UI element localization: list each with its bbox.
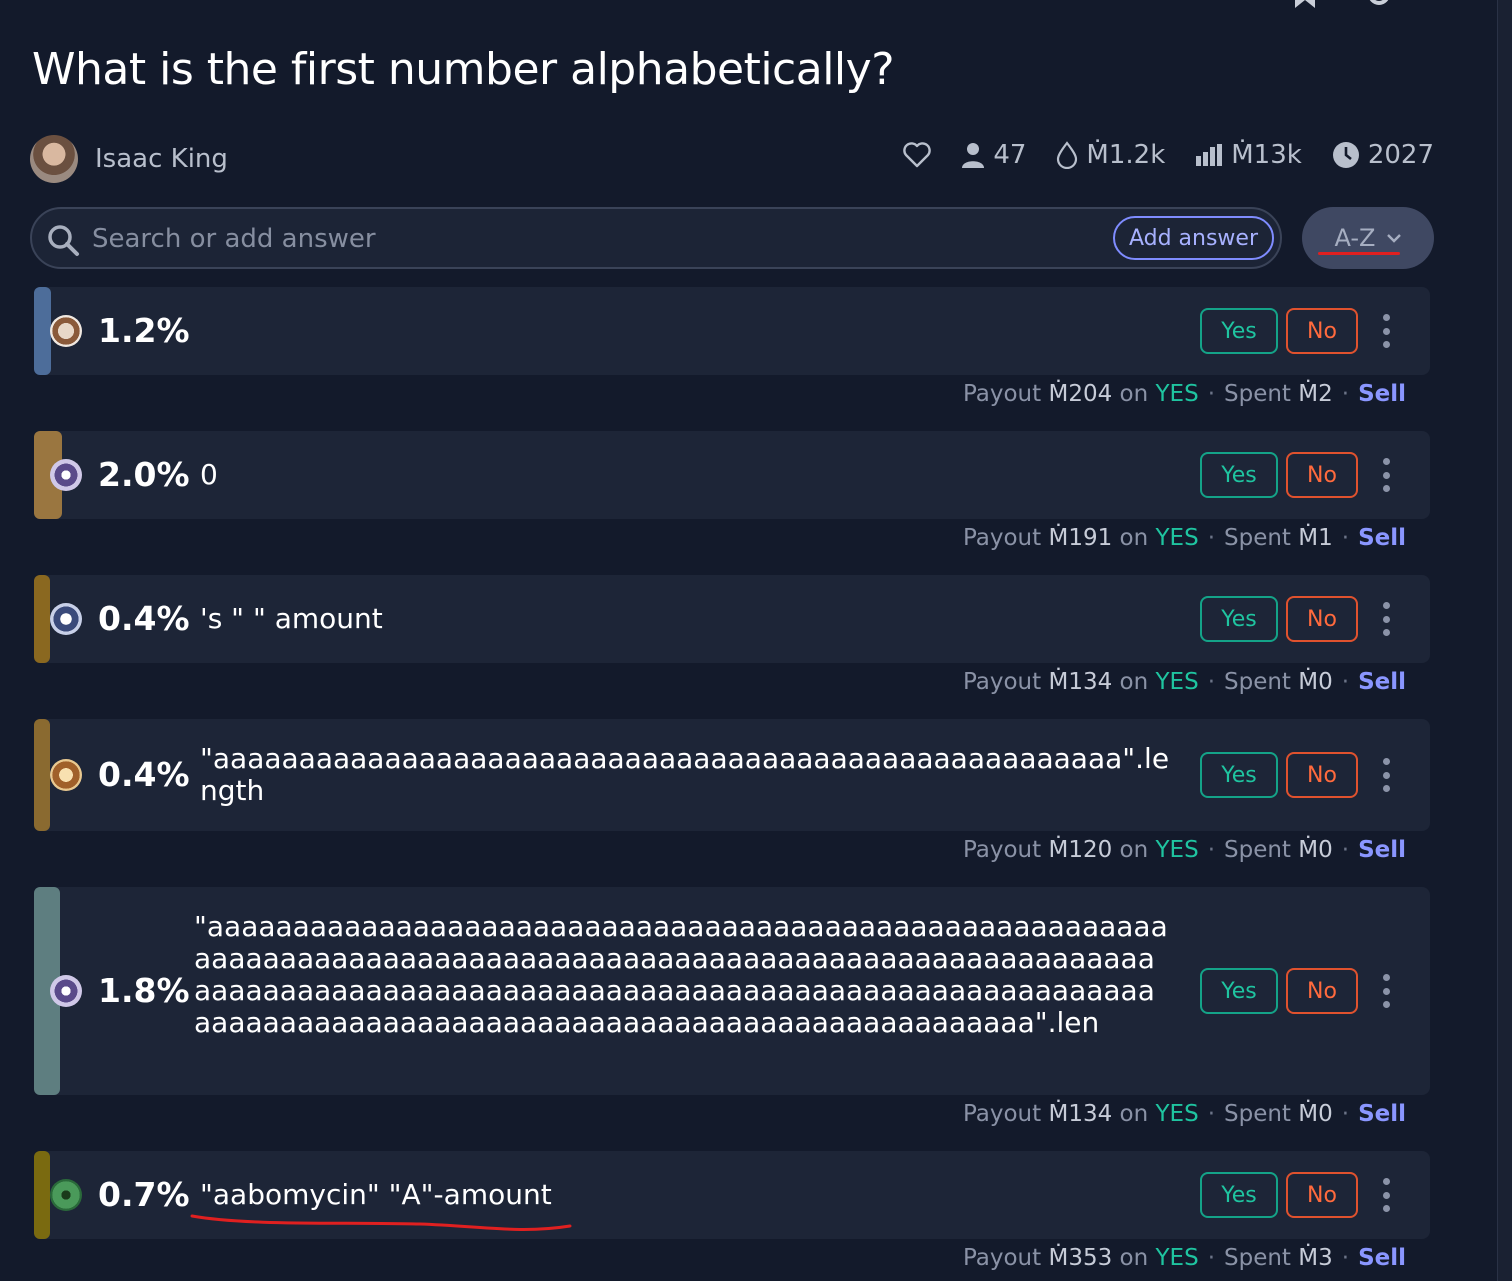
like-button[interactable] <box>903 142 932 168</box>
no-button[interactable]: No <box>1286 968 1358 1014</box>
clock-icon <box>1332 142 1359 168</box>
red-annotation-underline <box>190 1214 572 1231</box>
add-answer-button[interactable]: Add answer <box>1112 216 1274 260</box>
yes-button[interactable]: Yes <box>1200 1172 1278 1218</box>
sell-link[interactable]: Sell <box>1358 1101 1406 1127</box>
probability-bar <box>34 575 50 663</box>
answer-row[interactable]: 0.4% "aaaaaaaaaaaaaaaaaaaaaaaaaaaaaaaaaa… <box>34 719 1430 831</box>
sell-link[interactable]: Sell <box>1358 381 1406 407</box>
sell-link[interactable]: Sell <box>1358 837 1406 863</box>
yes-button[interactable]: Yes <box>1200 452 1278 498</box>
yes-button[interactable]: Yes <box>1200 596 1278 642</box>
answer-probability: 1.8% <box>98 971 190 1010</box>
liquidity-stat[interactable]: Ṁ1.2k <box>1056 140 1165 170</box>
more-options-icon[interactable] <box>1380 1178 1392 1212</box>
probability-bar <box>34 287 51 375</box>
traders-stat[interactable]: 47 <box>961 140 1026 170</box>
chevron-down-icon <box>1386 234 1401 243</box>
no-button[interactable]: No <box>1286 1172 1358 1218</box>
no-button[interactable]: No <box>1286 308 1358 354</box>
author-info[interactable]: Isaac King <box>30 135 228 183</box>
author-name[interactable]: Isaac King <box>95 144 228 174</box>
sell-link[interactable]: Sell <box>1358 669 1406 695</box>
answer-row[interactable]: 0.7% "aabomycin" "A"-amount Yes No <box>34 1151 1430 1239</box>
more-options-icon[interactable] <box>1380 458 1392 492</box>
answer-text: 0 <box>200 458 218 491</box>
settings-icon[interactable] <box>1366 0 1392 8</box>
no-button[interactable]: No <box>1286 752 1358 798</box>
no-button[interactable]: No <box>1286 452 1358 498</box>
position-summary: Payout Ṁ191 on YES · Spent Ṁ1 · Sell <box>962 525 1406 551</box>
yes-button[interactable]: Yes <box>1200 752 1278 798</box>
answerer-avatar[interactable] <box>50 459 82 491</box>
answer-probability: 0.4% <box>98 755 190 794</box>
answer-text: 's " " amount <box>200 602 383 635</box>
author-avatar[interactable] <box>30 135 78 183</box>
position-summary: Payout Ṁ353 on YES · Spent Ṁ3 · Sell <box>962 1245 1406 1271</box>
answerer-avatar[interactable] <box>50 603 82 635</box>
search-icon <box>48 225 79 256</box>
top-toolbar <box>1292 0 1392 8</box>
volume-stat[interactable]: Ṁ13k <box>1195 140 1302 170</box>
sell-link[interactable]: Sell <box>1358 525 1406 551</box>
answer-probability: 0.4% <box>98 599 190 638</box>
droplet-icon <box>1057 141 1078 169</box>
position-summary: Payout Ṁ134 on YES · Spent Ṁ0 · Sell <box>962 669 1406 695</box>
answer-probability: 1.2% <box>98 311 190 350</box>
bookmark-icon[interactable] <box>1292 0 1318 8</box>
answer-row[interactable]: 1.8% "aaaaaaaaaaaaaaaaaaaaaaaaaaaaaaaaaa… <box>34 887 1430 1095</box>
sort-label: A-Z <box>1334 224 1376 252</box>
answerer-avatar[interactable] <box>50 975 82 1007</box>
yes-button[interactable]: Yes <box>1200 968 1278 1014</box>
liquidity-value: Ṁ1.2k <box>1086 140 1166 170</box>
sort-dropdown[interactable]: A-Z <box>1302 207 1434 269</box>
answer-probability: 0.7% <box>98 1175 190 1214</box>
yes-button[interactable]: Yes <box>1200 308 1278 354</box>
answerer-avatar[interactable] <box>50 315 82 347</box>
sell-link[interactable]: Sell <box>1358 1245 1406 1271</box>
more-options-icon[interactable] <box>1380 758 1392 792</box>
answerer-avatar[interactable] <box>50 759 82 791</box>
no-button[interactable]: No <box>1286 596 1358 642</box>
answer-probability: 2.0% <box>98 455 190 494</box>
user-icon <box>962 143 985 168</box>
answer-text: "aaaaaaaaaaaaaaaaaaaaaaaaaaaaaaaaaaaaaaa… <box>194 910 1168 1039</box>
more-options-icon[interactable] <box>1380 314 1392 348</box>
close-date-stat[interactable]: 2027 <box>1332 140 1434 170</box>
search-input[interactable] <box>90 218 1094 260</box>
answer-row[interactable]: 2.0% 0 Yes No <box>34 431 1430 519</box>
answer-text: "aaaaaaaaaaaaaaaaaaaaaaaaaaaaaaaaaaaaaaa… <box>200 742 1170 807</box>
answer-row[interactable]: 1.2% Yes No <box>34 287 1430 375</box>
close-year: 2027 <box>1367 140 1434 170</box>
volume-value: Ṁ13k <box>1231 140 1302 170</box>
answer-row[interactable]: 0.4% 's " " amount Yes No <box>34 575 1430 663</box>
answerer-avatar[interactable] <box>50 1179 82 1211</box>
heart-icon <box>903 142 932 168</box>
position-summary: Payout Ṁ134 on YES · Spent Ṁ0 · Sell <box>962 1101 1406 1127</box>
position-summary: Payout Ṁ120 on YES · Spent Ṁ0 · Sell <box>962 837 1406 863</box>
question-title: What is the first number alphabetically? <box>32 44 895 95</box>
probability-bar <box>34 1151 50 1239</box>
answer-text: "aabomycin" "A"-amount <box>200 1178 552 1211</box>
market-stats: 47 Ṁ1.2k Ṁ13k 2027 <box>903 140 1434 170</box>
red-annotation-underline <box>1318 252 1400 255</box>
more-options-icon[interactable] <box>1380 602 1392 636</box>
more-options-icon[interactable] <box>1380 974 1392 1008</box>
scrollbar-track[interactable] <box>1497 0 1512 1281</box>
bar-chart-icon <box>1196 144 1223 166</box>
probability-bar <box>34 719 50 831</box>
position-summary: Payout Ṁ204 on YES · Spent Ṁ2 · Sell <box>962 381 1406 407</box>
answer-search-bar: Add answer <box>30 207 1282 269</box>
traders-count: 47 <box>993 140 1027 170</box>
